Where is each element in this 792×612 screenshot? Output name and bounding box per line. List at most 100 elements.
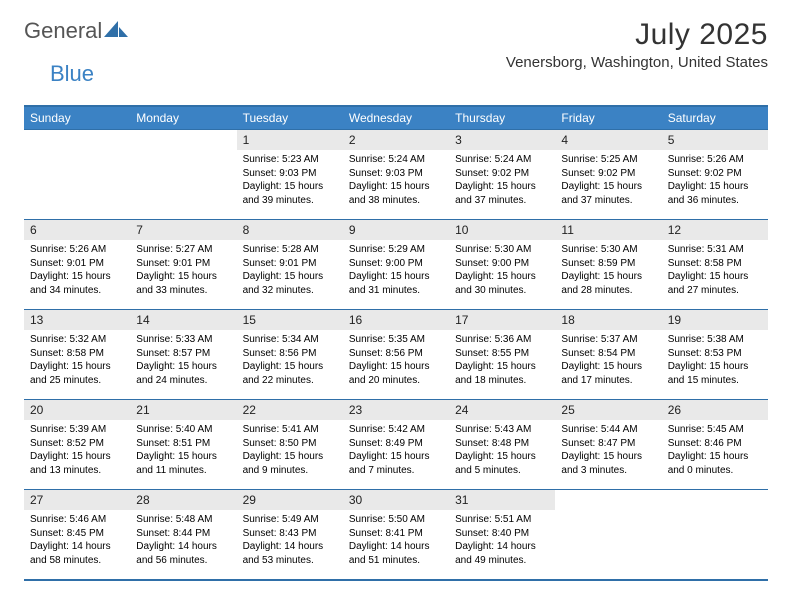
day-cell: 13Sunrise: 5:32 AMSunset: 8:58 PMDayligh…: [24, 310, 130, 400]
sunrise-value: 5:28 AM: [282, 244, 319, 255]
daylight-minutes: 22: [262, 375, 273, 386]
daylight-minutes: 24: [156, 375, 167, 386]
sunset-value: 8:43 PM: [279, 528, 316, 539]
day-number: 28: [130, 490, 236, 510]
daylight-minutes: 58: [49, 555, 60, 566]
daylight-hours: 15: [391, 361, 402, 372]
day-cell: 27Sunrise: 5:46 AMSunset: 8:45 PMDayligh…: [24, 490, 130, 580]
day-cell: 9Sunrise: 5:29 AMSunset: 9:00 PMDaylight…: [343, 220, 449, 310]
daylight-minutes: 49: [475, 555, 486, 566]
day-cell: 20Sunrise: 5:39 AMSunset: 8:52 PMDayligh…: [24, 400, 130, 490]
sunset-value: 8:59 PM: [598, 258, 635, 269]
day-details: Sunrise: 5:41 AMSunset: 8:50 PMDaylight:…: [237, 420, 343, 481]
day-details: Sunrise: 5:30 AMSunset: 9:00 PMDaylight:…: [449, 240, 555, 301]
day-number: 6: [24, 220, 130, 240]
sunrise-value: 5:40 AM: [176, 424, 213, 435]
day-cell: [24, 130, 130, 220]
day-number: 19: [662, 310, 768, 330]
day-cell: 10Sunrise: 5:30 AMSunset: 9:00 PMDayligh…: [449, 220, 555, 310]
sunrise-value: 5:32 AM: [69, 334, 106, 345]
daylight-minutes: 30: [475, 285, 486, 296]
sunset-value: 8:47 PM: [598, 438, 635, 449]
day-details: Sunrise: 5:40 AMSunset: 8:51 PMDaylight:…: [130, 420, 236, 481]
daylight-minutes: 53: [262, 555, 273, 566]
calendar-body: 1Sunrise: 5:23 AMSunset: 9:03 PMDaylight…: [24, 130, 768, 580]
day-cell: 25Sunrise: 5:44 AMSunset: 8:47 PMDayligh…: [555, 400, 661, 490]
sunset-value: 8:51 PM: [173, 438, 210, 449]
sunrise-value: 5:36 AM: [495, 334, 532, 345]
daylight-minutes: 27: [687, 285, 698, 296]
day-number: 8: [237, 220, 343, 240]
daylight-minutes: 15: [687, 375, 698, 386]
day-details: Sunrise: 5:28 AMSunset: 9:01 PMDaylight:…: [237, 240, 343, 301]
sunset-value: 8:56 PM: [279, 348, 316, 359]
day-number: 24: [449, 400, 555, 420]
logo: General: [24, 18, 128, 44]
daylight-minutes: 3: [581, 465, 587, 476]
day-cell: 30Sunrise: 5:50 AMSunset: 8:41 PMDayligh…: [343, 490, 449, 580]
calendar-table: Sunday Monday Tuesday Wednesday Thursday…: [24, 105, 768, 581]
day-details: Sunrise: 5:44 AMSunset: 8:47 PMDaylight:…: [555, 420, 661, 481]
day-number: 7: [130, 220, 236, 240]
day-number: 23: [343, 400, 449, 420]
daylight-minutes: 37: [581, 195, 592, 206]
daylight-hours: 15: [178, 361, 189, 372]
day-cell: 19Sunrise: 5:38 AMSunset: 8:53 PMDayligh…: [662, 310, 768, 400]
sunrise-value: 5:31 AM: [707, 244, 744, 255]
daylight-hours: 15: [603, 181, 614, 192]
day-cell: 23Sunrise: 5:42 AMSunset: 8:49 PMDayligh…: [343, 400, 449, 490]
sunrise-value: 5:25 AM: [601, 154, 638, 165]
daylight-minutes: 0: [687, 465, 693, 476]
sunrise-value: 5:24 AM: [495, 154, 532, 165]
day-number: 12: [662, 220, 768, 240]
daylight-minutes: 37: [475, 195, 486, 206]
daylight-minutes: 31: [368, 285, 379, 296]
day-cell: [662, 490, 768, 580]
day-cell: 31Sunrise: 5:51 AMSunset: 8:40 PMDayligh…: [449, 490, 555, 580]
daylight-hours: 15: [497, 361, 508, 372]
day-details: Sunrise: 5:32 AMSunset: 8:58 PMDaylight:…: [24, 330, 130, 391]
sunset-value: 8:46 PM: [704, 438, 741, 449]
daylight-minutes: 13: [49, 465, 60, 476]
day-details: Sunrise: 5:33 AMSunset: 8:57 PMDaylight:…: [130, 330, 236, 391]
day-cell: 29Sunrise: 5:49 AMSunset: 8:43 PMDayligh…: [237, 490, 343, 580]
day-cell: 3Sunrise: 5:24 AMSunset: 9:02 PMDaylight…: [449, 130, 555, 220]
day-cell: 2Sunrise: 5:24 AMSunset: 9:03 PMDaylight…: [343, 130, 449, 220]
week-row: 1Sunrise: 5:23 AMSunset: 9:03 PMDaylight…: [24, 130, 768, 220]
daylight-hours: 15: [497, 271, 508, 282]
sunrise-value: 5:29 AM: [388, 244, 425, 255]
day-details: Sunrise: 5:49 AMSunset: 8:43 PMDaylight:…: [237, 510, 343, 571]
day-cell: 16Sunrise: 5:35 AMSunset: 8:56 PMDayligh…: [343, 310, 449, 400]
day-cell: 14Sunrise: 5:33 AMSunset: 8:57 PMDayligh…: [130, 310, 236, 400]
daylight-hours: 15: [603, 361, 614, 372]
day-number: 5: [662, 130, 768, 150]
day-number: 30: [343, 490, 449, 510]
sunset-value: 9:01 PM: [173, 258, 210, 269]
daylight-minutes: 20: [368, 375, 379, 386]
sunrise-value: 5:24 AM: [388, 154, 425, 165]
day-cell: [130, 130, 236, 220]
daylight-hours: 15: [391, 451, 402, 462]
day-number: 17: [449, 310, 555, 330]
sunrise-value: 5:42 AM: [388, 424, 425, 435]
sunset-value: 9:03 PM: [279, 168, 316, 179]
day-cell: 21Sunrise: 5:40 AMSunset: 8:51 PMDayligh…: [130, 400, 236, 490]
dayhead-thu: Thursday: [449, 106, 555, 130]
sunset-value: 9:01 PM: [67, 258, 104, 269]
daylight-hours: 15: [284, 361, 295, 372]
sunrise-value: 5:26 AM: [707, 154, 744, 165]
week-row: 20Sunrise: 5:39 AMSunset: 8:52 PMDayligh…: [24, 400, 768, 490]
day-number: 10: [449, 220, 555, 240]
day-details: Sunrise: 5:46 AMSunset: 8:45 PMDaylight:…: [24, 510, 130, 571]
day-cell: 26Sunrise: 5:45 AMSunset: 8:46 PMDayligh…: [662, 400, 768, 490]
daylight-hours: 15: [284, 181, 295, 192]
sunrise-value: 5:39 AM: [69, 424, 106, 435]
day-cell: 4Sunrise: 5:25 AMSunset: 9:02 PMDaylight…: [555, 130, 661, 220]
day-details: Sunrise: 5:38 AMSunset: 8:53 PMDaylight:…: [662, 330, 768, 391]
dayhead-wed: Wednesday: [343, 106, 449, 130]
daylight-hours: 14: [72, 541, 83, 552]
sunset-value: 8:58 PM: [67, 348, 104, 359]
sunrise-value: 5:44 AM: [601, 424, 638, 435]
daylight-hours: 15: [391, 271, 402, 282]
daylight-minutes: 36: [687, 195, 698, 206]
